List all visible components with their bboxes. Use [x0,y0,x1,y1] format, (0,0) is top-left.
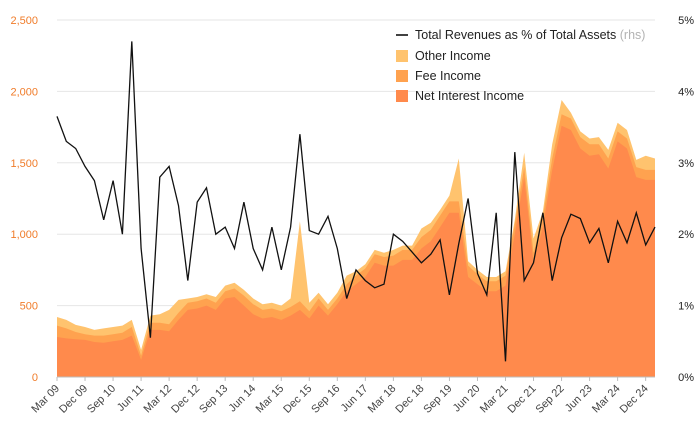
x-tick-label: Jun 23 [563,383,595,415]
x-tick-label: Mar 21 [478,383,511,416]
x-tick-label: Dec 24 [618,383,651,416]
y-left-tick-label: 2,500 [10,15,38,27]
x-tick-label: Jun 17 [339,383,371,415]
line-series [56,41,656,362]
y-left-tick-label: 0 [32,372,38,384]
y-right-tick-label: 5% [678,15,694,27]
x-tick-label: Jun 11 [115,383,146,414]
legend-label: Total Revenues as % of Total Assets (rhs… [415,28,645,42]
area-series [57,100,655,377]
legend: Total Revenues as % of Total Assets (rhs… [396,28,645,103]
y-left-tick-label: 1,500 [10,158,38,170]
y-right-tick-label: 2% [678,229,694,241]
legend-label: Other Income [415,49,491,63]
y-right-tick-label: 4% [678,86,694,98]
net-interest-income-area [57,125,655,377]
legend-area-swatch [396,50,408,62]
y-left-tick-label: 1,000 [10,229,38,241]
x-tick-label: Jun 14 [226,383,258,415]
legend-label: Net Interest Income [415,89,524,103]
y-right-tick-label: 3% [678,158,694,170]
x-tick-label: Sep 16 [309,383,342,416]
total-revenues-pct-line [56,41,656,362]
x-tick-label: Mar 18 [366,383,399,416]
x-tick-label: Dec 12 [169,383,202,416]
x-tick-label: Sep 22 [534,383,567,416]
x-tick-label: Dec 09 [57,383,90,416]
legend-label: Fee Income [415,69,481,83]
x-tick-label: Jun 20 [451,383,483,415]
y-right-tick-label: 1% [678,301,694,313]
x-tick-label: Mar 24 [590,383,623,416]
x-tick-label: Dec 18 [393,383,426,416]
y-axis-right: 0% 1% 2% 3% 4% 5% [678,15,694,384]
x-tick-label: Dec 15 [281,383,314,416]
y-axis-left: 0 500 1,000 1,500 2,000 2,500 [10,15,38,384]
x-tick-label: Mar 12 [142,383,175,416]
legend-rhs-suffix: (rhs) [616,28,645,42]
legend-area-swatch [396,90,408,102]
x-tick-label: Sep 13 [197,383,230,416]
x-tick-label: Mar 09 [29,383,62,416]
y-right-tick-label: 0% [678,372,694,384]
y-left-tick-label: 500 [20,301,38,313]
x-tick-label: Mar 15 [254,383,287,416]
x-tick-label: Sep 19 [421,383,454,416]
legend-area-swatch [396,70,408,82]
x-tick-label: Dec 21 [506,383,539,416]
y-left-tick-label: 2,000 [10,86,38,98]
x-tick-label: Sep 10 [85,383,118,416]
